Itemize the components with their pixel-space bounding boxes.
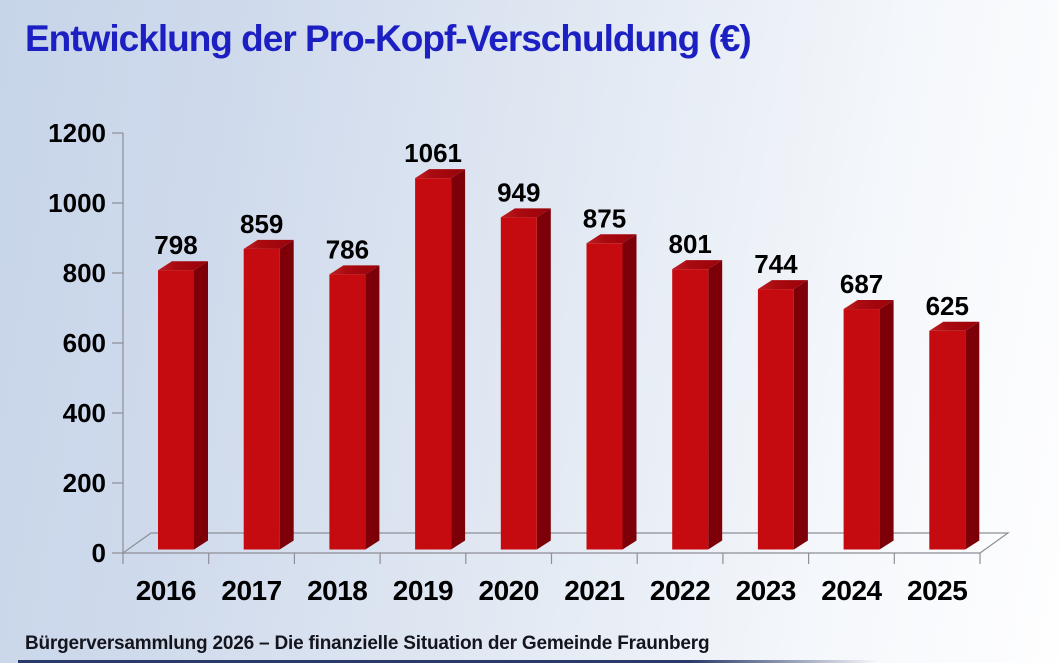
x-axis-label: 2024	[821, 575, 882, 606]
bar-2017: 859	[240, 209, 294, 550]
bar-2019: 1061	[404, 138, 466, 550]
chart-floor	[121, 532, 1010, 554]
bar-value-label: 859	[240, 209, 283, 239]
bar-value-label: 949	[497, 177, 540, 207]
bar-2018: 786	[326, 234, 380, 550]
bar-side-face	[708, 260, 723, 550]
bar-top-face	[843, 300, 894, 310]
bar-2024: 687	[840, 269, 894, 550]
x-axis-label: 2018	[307, 575, 367, 606]
x-axis-label: 2020	[479, 575, 539, 606]
bar-top-face	[929, 321, 980, 331]
bar-2016: 798	[154, 230, 208, 550]
bar-side-face	[793, 280, 808, 550]
bar-front-face	[757, 289, 794, 550]
y-axis-label: 1200	[48, 118, 106, 148]
slide-footer: Bürgerversammlung 2026 – Die finanzielle…	[25, 633, 710, 654]
bar-front-face	[500, 217, 537, 550]
bar-top-face	[757, 280, 808, 290]
bar-top-face	[586, 234, 637, 244]
bar-value-label: 744	[754, 249, 798, 279]
x-axis-label: 2022	[650, 575, 710, 606]
slide-title: Entwicklung der Pro-Kopf-Verschuldung (€…	[25, 18, 752, 59]
bar-value-label: 875	[583, 203, 626, 233]
bar-value-label: 1061	[404, 138, 462, 168]
y-axis-label: 0	[92, 538, 106, 568]
bar-side-face	[194, 261, 208, 550]
bar-front-face	[329, 274, 366, 550]
bar-2023: 744	[754, 249, 808, 550]
y-axis-label: 600	[63, 328, 106, 358]
bar-side-face	[279, 239, 294, 550]
x-axis-label: 2019	[393, 575, 453, 606]
bar-top-face	[243, 239, 294, 249]
y-axis-label: 200	[63, 468, 106, 498]
bar-top-face	[500, 208, 551, 218]
bar-value-label: 625	[926, 291, 969, 321]
bar-top-face	[158, 261, 208, 271]
y-axis-label: 800	[63, 258, 106, 288]
bar-front-face	[415, 178, 452, 550]
bar-front-face	[843, 309, 880, 550]
bar-2025: 625	[926, 291, 980, 550]
bar-top-face	[329, 265, 380, 275]
bar-front-face	[243, 248, 280, 550]
bar-side-face	[451, 169, 466, 550]
x-axis-label: 2021	[564, 575, 624, 606]
bar-front-face	[929, 330, 966, 550]
bar-top-face	[415, 169, 466, 179]
x-axis-label: 2017	[221, 575, 281, 606]
bar-front-face	[158, 270, 194, 550]
x-axis-label: 2023	[736, 575, 796, 606]
bar-side-face	[536, 208, 551, 550]
bar-front-face	[672, 269, 709, 550]
bottom-rule	[18, 660, 878, 663]
x-axis-label: 2016	[136, 575, 196, 606]
bar-side-face	[965, 321, 980, 550]
bar-value-label: 801	[669, 229, 712, 259]
bar-2020: 949	[497, 177, 551, 550]
bar-2022: 801	[669, 229, 723, 550]
bar-value-label: 687	[840, 269, 883, 299]
bar-value-label: 786	[326, 234, 369, 264]
bar-value-label: 798	[154, 230, 197, 260]
bar-side-face	[622, 234, 637, 550]
bar-side-face	[879, 300, 894, 550]
y-axis-label: 400	[63, 398, 106, 428]
bar-2021: 875	[583, 203, 637, 550]
bar-front-face	[586, 243, 623, 550]
bar-top-face	[672, 260, 723, 270]
y-axis-label: 1000	[48, 188, 106, 218]
bar-side-face	[365, 265, 380, 550]
x-axis-label: 2025	[907, 575, 967, 606]
